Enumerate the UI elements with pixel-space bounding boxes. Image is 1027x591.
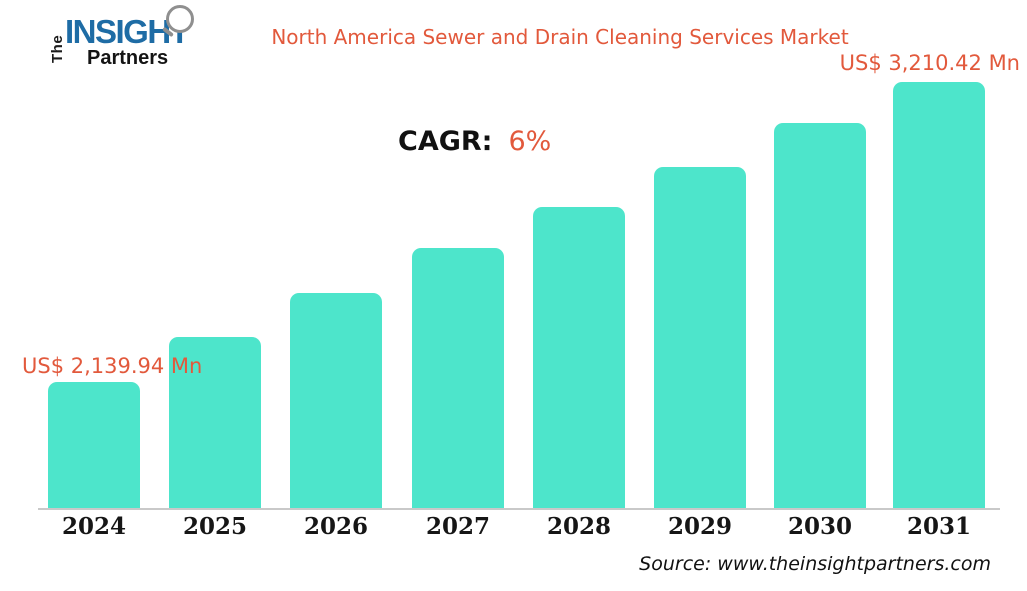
x-tick-label-2029: 2029: [667, 513, 732, 540]
bar-2028: [533, 207, 625, 508]
cagr-value: 6%: [508, 126, 552, 157]
cagr-label: CAGR:: [398, 126, 493, 157]
x-tick-label-2031: 2031: [906, 513, 971, 540]
x-tick-label-2030: 2030: [787, 513, 852, 540]
x-tick-label-2027: 2027: [425, 513, 490, 540]
x-tick-label-2028: 2028: [546, 513, 611, 540]
chart-title: North America Sewer and Drain Cleaning S…: [271, 25, 849, 49]
magnifier-icon: [166, 5, 194, 33]
value-label-2031: US$ 3,210.42 Mn: [839, 51, 1020, 75]
x-axis-line: [38, 508, 1000, 510]
cagr-annotation: CAGR: 6%: [398, 126, 551, 157]
bar-2025: [169, 337, 261, 508]
source-note: Source: www.theinsightpartners.com: [639, 553, 991, 575]
value-label-2024: US$ 2,139.94 Mn: [22, 354, 203, 378]
x-tick-label-2026: 2026: [303, 513, 368, 540]
x-tick-label-2025: 2025: [182, 513, 247, 540]
bar-2029: [654, 167, 746, 508]
insight-partners-logo: The INSIGHT Partners: [25, 5, 194, 71]
bar-2026: [290, 293, 382, 508]
bar-2024: [48, 382, 140, 508]
bar-2027: [412, 248, 504, 508]
bar-2030: [774, 123, 866, 508]
bar-2031: [893, 82, 985, 508]
x-tick-label-2024: 2024: [61, 513, 126, 540]
logo-word-partners: Partners: [87, 47, 169, 69]
